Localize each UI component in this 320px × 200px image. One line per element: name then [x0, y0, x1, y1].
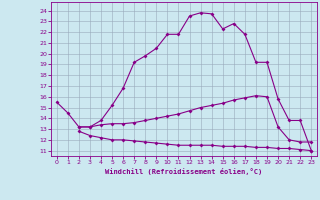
- X-axis label: Windchill (Refroidissement éolien,°C): Windchill (Refroidissement éolien,°C): [105, 168, 263, 175]
